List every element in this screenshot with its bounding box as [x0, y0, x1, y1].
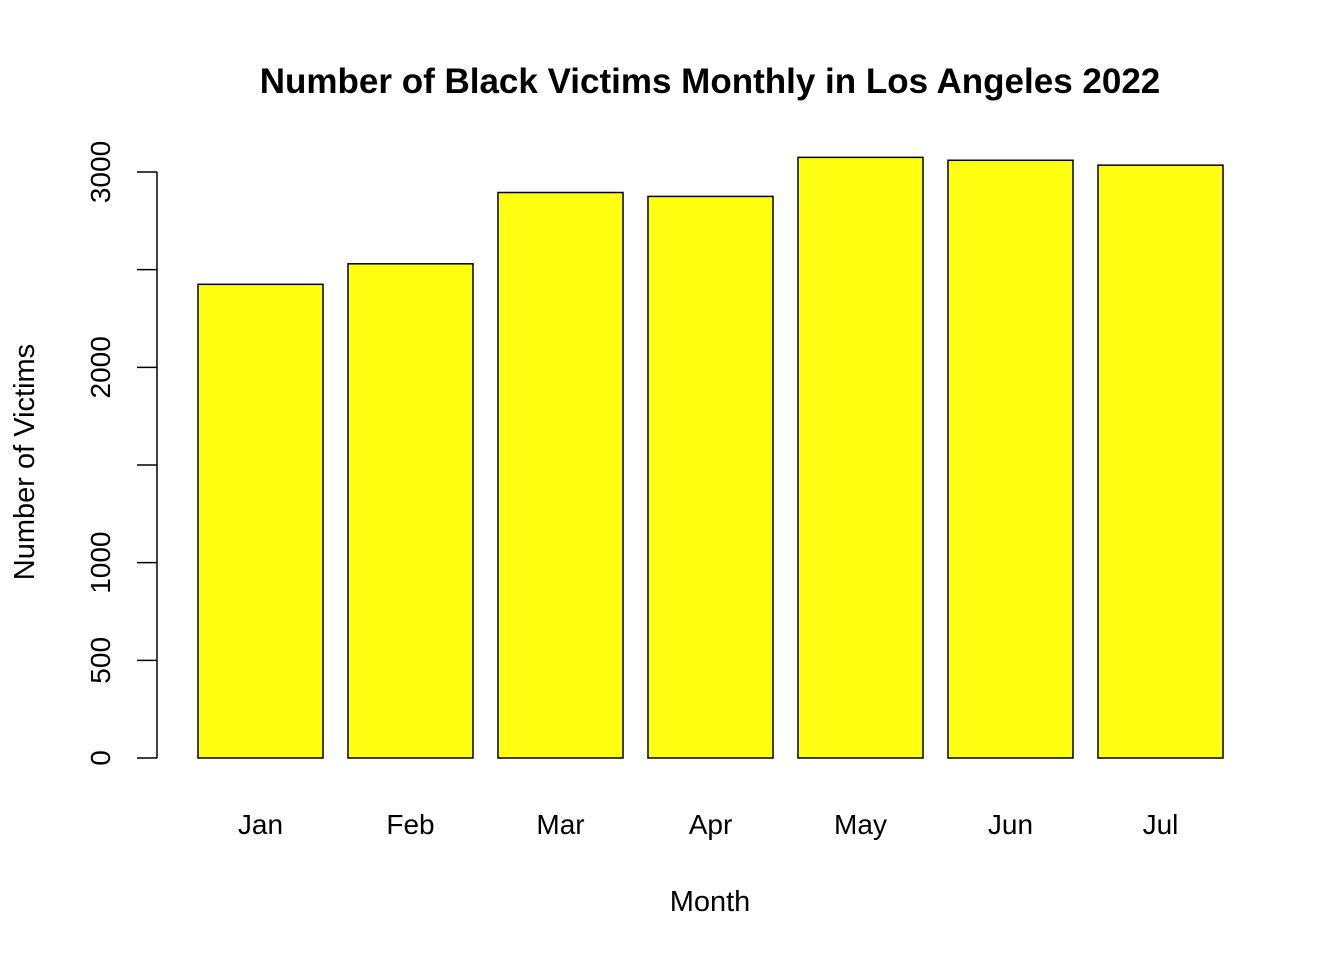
y-tick-label-0: 0 — [85, 750, 116, 766]
x-tick-label-jun: Jun — [988, 809, 1033, 840]
bar-mar — [497, 191, 624, 759]
x-tick-label-mar: Mar — [536, 809, 584, 840]
x-tick-label-feb: Feb — [386, 809, 434, 840]
bar-jun — [947, 159, 1074, 759]
bar-jan — [197, 283, 324, 759]
x-axis-label: Month — [670, 886, 751, 918]
y-tick-label-2000: 2000 — [85, 336, 116, 398]
x-tick-label-apr: Apr — [689, 809, 733, 840]
y-axis-label: Number of Victims — [9, 344, 41, 580]
bar-feb — [347, 263, 474, 759]
bar-jul — [1097, 164, 1224, 759]
bars — [197, 156, 1224, 759]
y-tick-label-500: 500 — [85, 637, 116, 684]
chart-title: Number of Black Victims Monthly in Los A… — [260, 62, 1161, 101]
x-tick-label-may: May — [834, 809, 887, 840]
bar-apr — [647, 195, 774, 759]
x-tick-label-jul: Jul — [1143, 809, 1179, 840]
bar-may — [797, 156, 924, 759]
x-tick-labels: Jan Feb Mar Apr May Jun Jul — [238, 809, 1178, 840]
y-tick-label-1000: 1000 — [85, 532, 116, 594]
y-tick-label-3000: 3000 — [85, 141, 116, 203]
y-axis: 0 500 1000 2000 3000 — [85, 141, 158, 766]
x-tick-label-jan: Jan — [238, 809, 283, 840]
